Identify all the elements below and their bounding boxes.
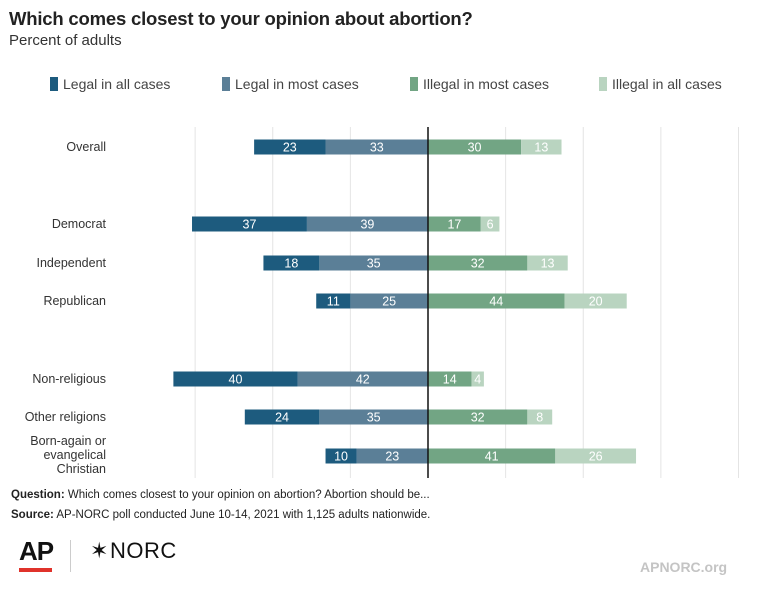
question-label: Question: xyxy=(11,489,65,501)
bar-chart: Overall Democrat Independent Republican Non-… xyxy=(25,127,739,478)
bar-value-label: 24 xyxy=(275,411,289,425)
row-label: evangelical xyxy=(43,448,106,462)
legend-swatch xyxy=(222,77,230,91)
bar-segment xyxy=(428,371,472,387)
bar-segment xyxy=(428,255,528,271)
bar-value-label: 13 xyxy=(534,141,548,155)
norc-logo-text: NORC xyxy=(109,538,177,563)
chart-subtitle: Percent of adults xyxy=(9,32,122,49)
bar-segment xyxy=(319,409,428,425)
bar-segment xyxy=(428,139,522,155)
legend-swatch xyxy=(410,77,418,91)
bar-segment xyxy=(527,255,568,271)
bar-value-label: 32 xyxy=(471,257,485,271)
bar-value-label: 35 xyxy=(367,257,381,271)
bar-segment xyxy=(325,448,357,464)
row-label: Non-religious xyxy=(32,372,106,386)
row-label: Independent xyxy=(36,256,106,270)
bar-segment xyxy=(428,216,481,232)
row-label: Overall xyxy=(66,140,106,154)
bar-value-label: 25 xyxy=(382,295,396,309)
bar-segment xyxy=(428,448,556,464)
bar-value-label: 39 xyxy=(360,218,374,232)
bar-segment xyxy=(325,139,428,155)
bar-value-label: 17 xyxy=(447,218,461,232)
bar-segment xyxy=(173,371,298,387)
bar-segment xyxy=(244,409,320,425)
bar-segment xyxy=(316,293,351,309)
bar-segment xyxy=(564,293,627,309)
bar-value-label: 23 xyxy=(283,141,297,155)
bar-segment xyxy=(428,409,528,425)
legend-label: Illegal in most cases xyxy=(423,76,550,92)
source-text: AP-NORC poll conducted June 10-14, 2021 … xyxy=(56,509,431,521)
legend-item-illegal-most: Illegal in most cases xyxy=(410,76,549,92)
bar-segment xyxy=(356,448,428,464)
ap-logo-underline xyxy=(19,568,52,572)
bar-value-label: 18 xyxy=(284,257,298,271)
chart-title: Which comes closest to your opinion abou… xyxy=(9,8,473,29)
site-url: APNORC.org xyxy=(640,559,728,575)
source-label: Source: xyxy=(11,509,54,521)
bar-segment xyxy=(555,448,637,464)
bar-value-label: 35 xyxy=(367,411,381,425)
row-label: Born-again or xyxy=(30,434,106,448)
footer-question: Question: Which comes closest to your op… xyxy=(11,489,430,501)
row-label: Other religions xyxy=(25,410,106,424)
footer-source: Source: AP-NORC poll conducted June 10-1… xyxy=(11,509,430,521)
bar-value-label: 32 xyxy=(471,411,485,425)
bar-segment xyxy=(350,293,428,309)
bar-segment xyxy=(480,216,500,232)
logo-divider xyxy=(70,540,71,572)
row-label: Democrat xyxy=(52,217,107,231)
bar-segment xyxy=(521,139,562,155)
legend-label: Legal in all cases xyxy=(63,76,171,92)
bar-value-label: 4 xyxy=(474,373,481,387)
asterisk-star-icon: ✶ xyxy=(90,538,109,563)
legend-swatch xyxy=(599,77,607,91)
bar-value-label: 26 xyxy=(589,450,603,464)
bar-segment xyxy=(263,255,320,271)
question-text: Which comes closest to your opinion on a… xyxy=(67,489,430,501)
legend-item-illegal-all: Illegal in all cases xyxy=(599,76,722,92)
norc-logo: ✶ NORC xyxy=(90,538,177,564)
bar-value-label: 20 xyxy=(589,295,603,309)
bar-segment xyxy=(306,216,428,232)
legend: Legal in all cases Legal in most cases I… xyxy=(0,76,768,96)
bar-value-label: 40 xyxy=(229,373,243,387)
row-label: Republican xyxy=(43,294,106,308)
bar-segment xyxy=(254,139,326,155)
bar-value-label: 33 xyxy=(370,141,384,155)
bar-value-label: 23 xyxy=(385,450,399,464)
bar-segment xyxy=(471,371,484,387)
bar-segment xyxy=(428,293,565,309)
bar-segment xyxy=(319,255,428,271)
legend-label: Legal in most cases xyxy=(235,76,359,92)
legend-item-legal-most: Legal in most cases xyxy=(222,76,359,92)
bar-value-label: 14 xyxy=(443,373,457,387)
bar-value-label: 11 xyxy=(327,295,340,309)
bar-value-label: 30 xyxy=(468,141,482,155)
bar-value-label: 13 xyxy=(541,257,555,271)
bar-segment xyxy=(192,216,307,232)
row-label: Christian xyxy=(57,462,106,476)
bar-value-label: 8 xyxy=(536,411,543,425)
bar-value-label: 6 xyxy=(487,218,494,232)
bar-segment xyxy=(527,409,553,425)
bar-value-label: 37 xyxy=(243,218,257,232)
ap-logo: AP xyxy=(19,536,54,566)
legend-swatch xyxy=(50,77,58,91)
bar-value-label: 41 xyxy=(485,450,499,464)
bar-value-label: 10 xyxy=(334,450,348,464)
legend-label: Illegal in all cases xyxy=(612,76,722,92)
legend-item-legal-all: Legal in all cases xyxy=(50,76,170,92)
bar-value-label: 42 xyxy=(356,373,370,387)
bar-value-label: 44 xyxy=(489,295,503,309)
bar-segment xyxy=(297,371,428,387)
